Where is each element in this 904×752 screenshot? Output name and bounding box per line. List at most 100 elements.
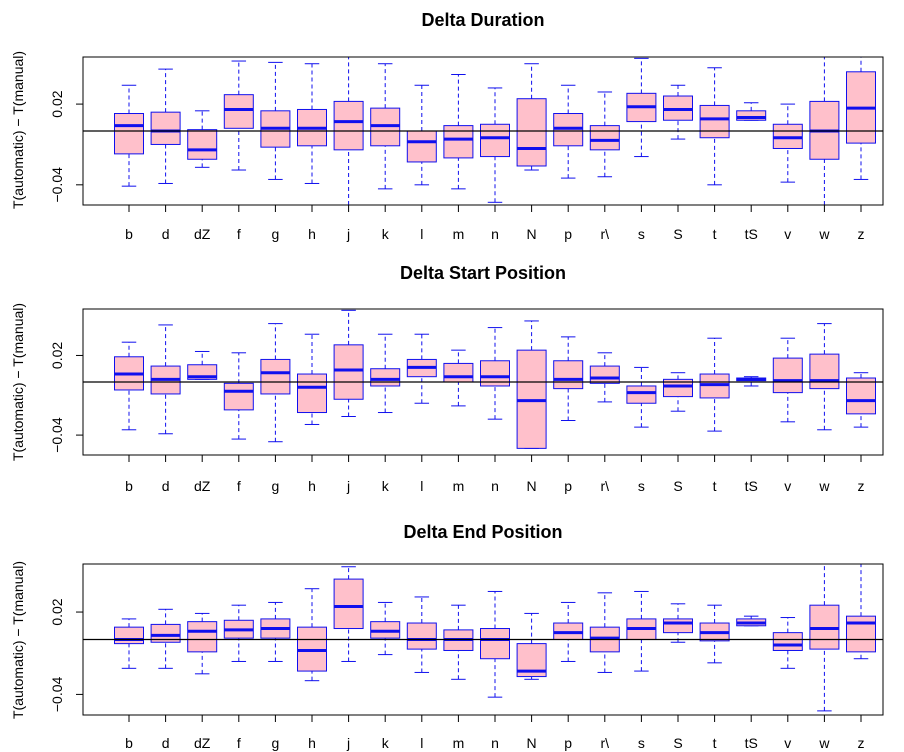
- x-tick-label: w: [818, 735, 830, 751]
- y-tick-label: 0.02: [49, 90, 65, 117]
- box-tS: [736, 102, 767, 121]
- box-v: [772, 103, 803, 183]
- box-iqr: [297, 373, 327, 414]
- box-h: [297, 588, 327, 682]
- box-n: [480, 590, 510, 698]
- box-s: [626, 57, 657, 158]
- box-iqr: [480, 628, 510, 660]
- box-iqr: [480, 123, 510, 158]
- x-tick-label: j: [346, 735, 350, 751]
- panel-1: Delta Duration T(automatic) − T(manual) 0.…: [10, 10, 884, 242]
- box-j: [333, 566, 364, 662]
- x-tick-label: m: [453, 478, 465, 494]
- x-tick-label: d: [162, 478, 170, 494]
- x-tick-label: s: [638, 478, 645, 494]
- x-tick-label: z: [858, 735, 865, 751]
- y-tick-label: 0.02: [49, 342, 65, 369]
- x-tick-label: m: [453, 735, 465, 751]
- box-n: [480, 327, 510, 420]
- x-tick-label: l: [420, 735, 423, 751]
- x-tick-label: p: [564, 226, 572, 242]
- box-w: [809, 563, 840, 712]
- x-tick-label: z: [858, 226, 865, 242]
- box-r\: [589, 592, 620, 673]
- box-iqr: [406, 130, 437, 163]
- box-v: [772, 337, 803, 423]
- box-iqr: [516, 98, 547, 167]
- y-axis-label: T(automatic) − T(manual): [10, 561, 26, 719]
- box-iqr: [772, 632, 803, 651]
- box-dZ: [187, 612, 218, 675]
- box-g: [260, 61, 291, 180]
- box-iqr: [809, 353, 840, 390]
- x-tick-label: tS: [745, 478, 758, 494]
- box-iqr: [736, 110, 767, 121]
- x-tick-label: r\: [601, 735, 610, 751]
- x-tick-label: w: [818, 478, 830, 494]
- x-tick-label: h: [308, 478, 316, 494]
- box-g: [260, 323, 291, 443]
- box-iqr: [150, 111, 181, 145]
- x-tick-label: b: [125, 226, 133, 242]
- box-iqr: [333, 100, 364, 151]
- box-iqr: [663, 378, 693, 398]
- x-tick-label: l: [420, 478, 423, 494]
- panel-title: Delta Start Position: [400, 263, 566, 283]
- x-tick-label: j: [346, 478, 350, 494]
- box-iqr: [626, 385, 657, 404]
- x-tick-label: t: [713, 735, 717, 751]
- x-tick-label: dZ: [194, 735, 211, 751]
- x-tick-label: h: [308, 226, 316, 242]
- panel-title: Delta Duration: [421, 10, 544, 30]
- x-tick-label: z: [858, 478, 865, 494]
- panel-title: Delta End Position: [403, 522, 562, 542]
- box-iqr: [772, 357, 803, 394]
- y-axis-label: T(automatic) − T(manual): [10, 303, 26, 461]
- box-l: [406, 333, 437, 404]
- box-iqr: [187, 129, 218, 160]
- box-dZ: [187, 350, 218, 380]
- x-tick-label: f: [237, 226, 241, 242]
- box-N: [516, 612, 547, 680]
- x-tick-label: v: [784, 226, 791, 242]
- box-r\: [589, 352, 620, 403]
- x-tick-label: p: [564, 735, 572, 751]
- box-iqr: [846, 377, 876, 415]
- x-tick-label: v: [784, 735, 791, 751]
- box-iqr: [223, 94, 254, 129]
- x-tick-label: tS: [745, 735, 758, 751]
- y-tick-label: −0.04: [49, 417, 65, 453]
- box-iqr: [589, 125, 620, 151]
- box-iqr: [114, 626, 144, 645]
- box-h: [297, 63, 327, 184]
- x-tick-label: k: [382, 735, 390, 751]
- x-tick-label: s: [638, 226, 645, 242]
- box-l: [406, 596, 437, 673]
- box-iqr: [589, 365, 620, 384]
- box-j: [333, 56, 364, 206]
- y-tick-label: 0.02: [49, 598, 65, 625]
- x-tick-label: k: [382, 478, 390, 494]
- x-tick-label: S: [673, 226, 682, 242]
- x-tick-label: m: [453, 226, 465, 242]
- box-s: [626, 366, 657, 428]
- box-f: [223, 60, 254, 171]
- box-l: [406, 84, 437, 186]
- x-tick-label: N: [527, 226, 537, 242]
- box-d: [150, 324, 181, 435]
- x-tick-label: g: [272, 226, 280, 242]
- x-tick-label: h: [308, 735, 316, 751]
- x-tick-label: d: [162, 226, 170, 242]
- box-p: [553, 336, 584, 421]
- x-tick-label: f: [237, 735, 241, 751]
- x-tick-label: j: [346, 226, 350, 242]
- x-tick-label: N: [527, 478, 537, 494]
- x-tick-label: N: [527, 735, 537, 751]
- x-tick-label: g: [272, 478, 280, 494]
- box-b: [114, 84, 144, 187]
- panel-2: Delta Start Position T(automatic) − T(man…: [10, 263, 884, 494]
- box-iqr: [333, 578, 364, 630]
- box-z: [846, 372, 876, 428]
- box-iqr: [333, 344, 364, 400]
